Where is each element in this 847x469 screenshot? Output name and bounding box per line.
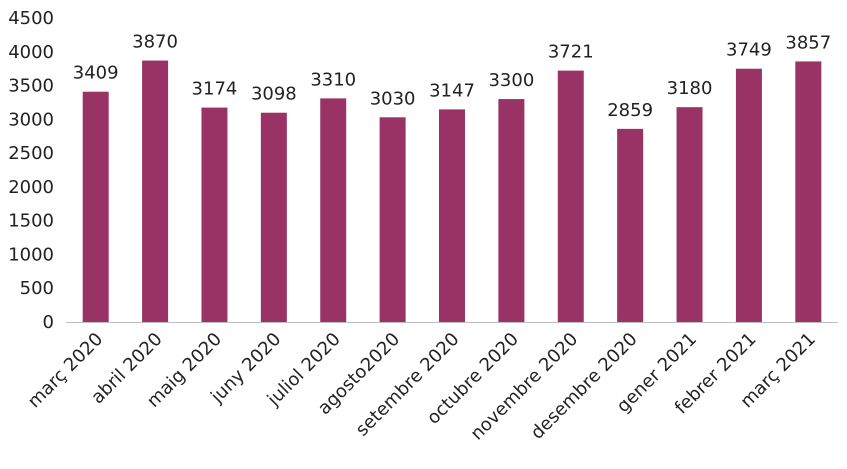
data-labels: 3409 3870 3174 3098 3310 3030 3147 3300 3721 2859… (73, 32, 831, 121)
data-label: 3870 (132, 32, 178, 53)
data-label: 3180 (667, 78, 713, 99)
y-tick-label: 2500 (8, 143, 54, 164)
data-label: 3147 (429, 80, 475, 101)
category-label: desembre 2020 (527, 329, 642, 444)
category-label: setembre 2020 (352, 329, 464, 441)
bar (320, 98, 347, 322)
data-label: 2859 (607, 100, 653, 121)
bar (617, 128, 644, 322)
y-tick-label: 1500 (8, 211, 54, 232)
bar (498, 99, 525, 322)
data-label: 3098 (251, 84, 297, 105)
bar (82, 91, 109, 322)
data-label: 3300 (488, 70, 534, 91)
data-label: 3857 (785, 32, 831, 53)
bar (557, 70, 584, 322)
bar (142, 60, 169, 323)
y-axis-ticks: 0 500 1000 1500 2000 2500 3000 3500 4000 4500 (8, 8, 54, 333)
data-label: 3030 (370, 88, 416, 109)
y-tick-label: 500 (20, 278, 54, 299)
data-label: 3310 (310, 69, 356, 90)
bar (260, 112, 287, 322)
y-tick-label: 1000 (8, 244, 54, 265)
bar (379, 117, 406, 322)
y-tick-label: 4000 (8, 42, 54, 63)
data-label: 3749 (726, 40, 772, 61)
bars (82, 60, 822, 323)
bar (735, 68, 762, 322)
data-label: 3409 (73, 63, 119, 84)
data-label: 3721 (548, 42, 594, 63)
bar (795, 61, 822, 322)
bar (201, 107, 228, 322)
y-tick-label: 2000 (8, 177, 54, 198)
category-label: novembre 2020 (467, 329, 583, 445)
y-tick-label: 0 (43, 312, 54, 333)
y-tick-label: 4500 (8, 8, 54, 29)
y-tick-label: 3000 (8, 109, 54, 130)
bar (676, 107, 703, 322)
data-label: 3174 (192, 79, 238, 100)
bar (439, 109, 465, 322)
y-tick-label: 3500 (8, 76, 54, 97)
